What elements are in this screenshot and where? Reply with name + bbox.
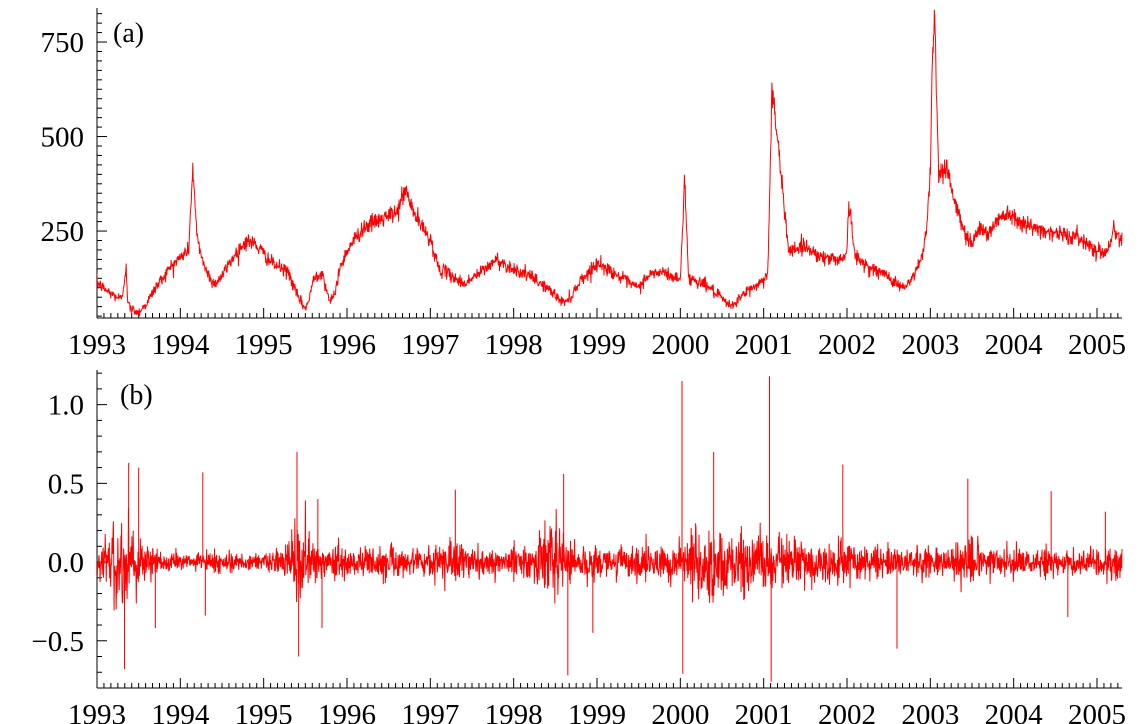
y-tick-label: 1.0 [48, 390, 84, 422]
y-ticks [97, 13, 107, 317]
y-tick-label: 250 [41, 216, 85, 248]
x-tick-label: 1993 [68, 329, 126, 361]
x-tick-label: 2003 [901, 699, 959, 724]
x-tick-label: 1996 [318, 699, 376, 724]
y-ticks [97, 372, 107, 689]
x-tick-label: 2002 [818, 329, 876, 361]
x-tick-label: 2002 [818, 699, 876, 724]
x-tick-label: 1999 [568, 329, 626, 361]
y-tick-label: −0.5 [31, 626, 84, 658]
x-tick-label: 2001 [735, 329, 793, 361]
y-tick-label: 500 [41, 122, 85, 154]
y-tick-label: 750 [41, 27, 85, 59]
x-minor-ticks [96, 678, 1119, 688]
x-tick-label: 1996 [318, 329, 376, 361]
x-tick-label: 2000 [651, 699, 709, 724]
x-tick-label: 2003 [901, 329, 959, 361]
y-tick-label: 0.0 [48, 547, 84, 579]
x-tick-label: 1997 [401, 329, 459, 361]
x-tick-label: 1995 [235, 329, 293, 361]
axes-b: 1993 1994 1995 1996 1997 1998 1999 2000 2001 2002… [31, 370, 1126, 724]
returns-series-line [97, 500, 1123, 611]
x-tick-label: 1999 [568, 699, 626, 724]
x-tick-label: 1998 [485, 699, 543, 724]
x-tick-label: 2004 [985, 329, 1044, 361]
y-tick-label: 0.5 [48, 468, 84, 500]
x-tick-label: 2001 [735, 699, 793, 724]
x-tick-label: 1994 [151, 699, 210, 724]
return-spikes [124, 376, 1106, 682]
panel-label: (b) [120, 380, 153, 411]
x-tick-label: 1998 [485, 329, 543, 361]
x-tick-label: 2005 [1068, 329, 1126, 361]
panel-label: (a) [113, 18, 144, 49]
x-tick-label: 1994 [151, 329, 210, 361]
x-tick-label: 2000 [651, 329, 709, 361]
price-series-line [97, 9, 1123, 317]
x-tick-label: 1997 [401, 699, 459, 724]
x-tick-label: 1995 [235, 699, 293, 724]
panel-b-returns-chart: 1993 1994 1995 1996 1997 1998 1999 2000 2001 2002… [31, 370, 1126, 724]
axes-a: 1993 1994 1995 1996 1997 1998 1999 2000 2001 2002… [41, 8, 1126, 361]
panel-a-price-chart: 1993 1994 1995 1996 1997 1998 1999 2000 2001 2002… [41, 8, 1126, 361]
x-minor-ticks [96, 308, 1119, 318]
x-tick-label: 1993 [68, 699, 126, 724]
x-tick-label: 2005 [1068, 699, 1126, 724]
x-tick-label: 2004 [985, 699, 1044, 724]
